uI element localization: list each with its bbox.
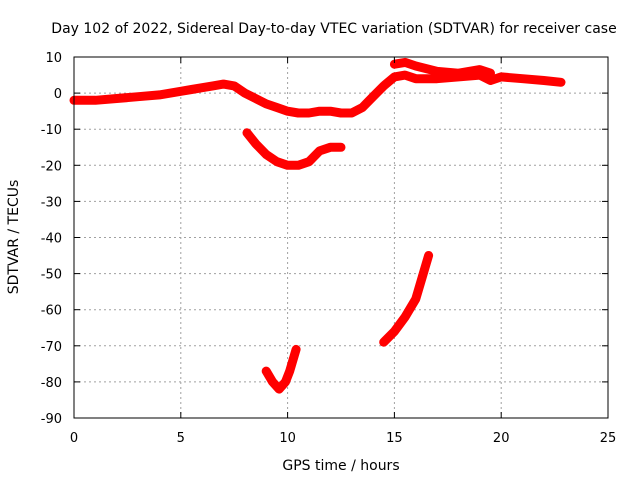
data-point-main [187, 85, 196, 94]
y-tick-label: -50 [41, 268, 62, 283]
data-point-main [557, 78, 565, 87]
x-tick-label: 5 [177, 431, 185, 446]
data-point-main [379, 81, 388, 90]
y-tick-label: -30 [41, 195, 62, 210]
x-tick-label: 25 [600, 431, 617, 446]
data-point-main [208, 81, 217, 90]
data-point-main [401, 71, 410, 80]
data-point-main [326, 107, 335, 116]
chart-title: Day 102 of 2022, Sidereal Day-to-day VTE… [51, 21, 616, 37]
data-point-main [80, 96, 89, 105]
data-point-arc [262, 150, 271, 159]
series-line-arc [242, 128, 346, 170]
data-point-arc [305, 157, 313, 166]
data-point-main [262, 99, 271, 108]
data-point-arc [326, 143, 335, 152]
data-point-arc [337, 143, 345, 152]
data-point-rising-segment [418, 273, 427, 282]
data-point-hook [281, 377, 290, 386]
y-tick-label: -40 [41, 232, 62, 247]
data-point-rising-segment [411, 294, 420, 303]
data-point-main [134, 92, 143, 101]
y-tick-label: -60 [41, 304, 62, 319]
y-tick-label: -90 [41, 412, 62, 427]
data-point-main [305, 109, 313, 117]
series-line-rising-segment [379, 251, 434, 347]
data-point-arc [251, 139, 260, 148]
y-tick-label: -70 [41, 340, 62, 355]
data-point-main [411, 74, 420, 83]
data-point-main [176, 87, 185, 96]
data-point-hook [268, 377, 277, 386]
data-point-arc [243, 128, 251, 137]
data-point-main [518, 74, 527, 83]
y-axis-label: SDTVAR / TECUs [6, 180, 22, 295]
data-point-main [251, 94, 260, 103]
data-point-rising-segment [390, 327, 399, 336]
data-point-main [369, 92, 377, 101]
data-point-main [155, 90, 164, 99]
data-point-upper-branch [390, 60, 399, 69]
data-point-upper-branch [401, 58, 410, 67]
x-axis-label: GPS time / hours [282, 458, 399, 474]
data-point-main [198, 83, 207, 92]
data-point-main [486, 76, 495, 85]
data-point-rising-segment [379, 338, 388, 347]
data-point-arc [315, 146, 324, 155]
data-point-main [433, 74, 442, 83]
data-point-main [230, 81, 239, 90]
data-point-main [539, 76, 548, 85]
data-point-hook [285, 367, 294, 376]
data-point-main [337, 109, 345, 117]
data-point-main [315, 107, 324, 116]
data-point-upper-branch [454, 69, 463, 78]
data-point-main [283, 107, 292, 116]
data-point-hook [292, 345, 301, 354]
y-tick-label: -20 [41, 159, 62, 174]
data-point-main [219, 80, 228, 89]
data-point-main [112, 94, 121, 103]
data-point-main [497, 72, 506, 81]
data-point-main [272, 103, 281, 112]
grid [74, 57, 608, 418]
data-point-hook [275, 385, 284, 394]
data-point-rising-segment [401, 312, 410, 321]
data-point-upper-branch [433, 67, 442, 76]
y-tick-label: 0 [54, 87, 62, 102]
data-point-hook [262, 367, 271, 376]
x-tick-label: 15 [386, 431, 403, 446]
y-tick-label: 10 [45, 51, 62, 66]
x-tick-label: 0 [70, 431, 78, 446]
data-point-upper-branch [486, 69, 495, 78]
data-point-rising-segment [424, 251, 433, 260]
data-point-main [390, 72, 399, 81]
data-point-main [358, 103, 367, 112]
data-point-arc [272, 157, 281, 166]
data-point-arc [283, 161, 292, 170]
data-point-main [294, 109, 303, 117]
x-tick-label: 20 [493, 431, 510, 446]
data-point-upper-branch [411, 62, 420, 70]
ticks: 0 5 10 15 20 25 10 0 -10 -20 -30 -40 -50 -60 -70 -80 -90 [41, 51, 617, 446]
y-tick-label: -80 [41, 376, 62, 391]
x-tick-label: 10 [279, 431, 296, 446]
data-point-arc [294, 161, 303, 170]
data-point-upper-branch [475, 65, 484, 74]
plot-area [69, 57, 566, 394]
y-tick-label: -10 [41, 123, 62, 138]
data-point-main [240, 89, 249, 98]
data-point-main [91, 96, 100, 105]
series-line-upper-branch [389, 57, 495, 78]
data-point-main [347, 109, 356, 117]
